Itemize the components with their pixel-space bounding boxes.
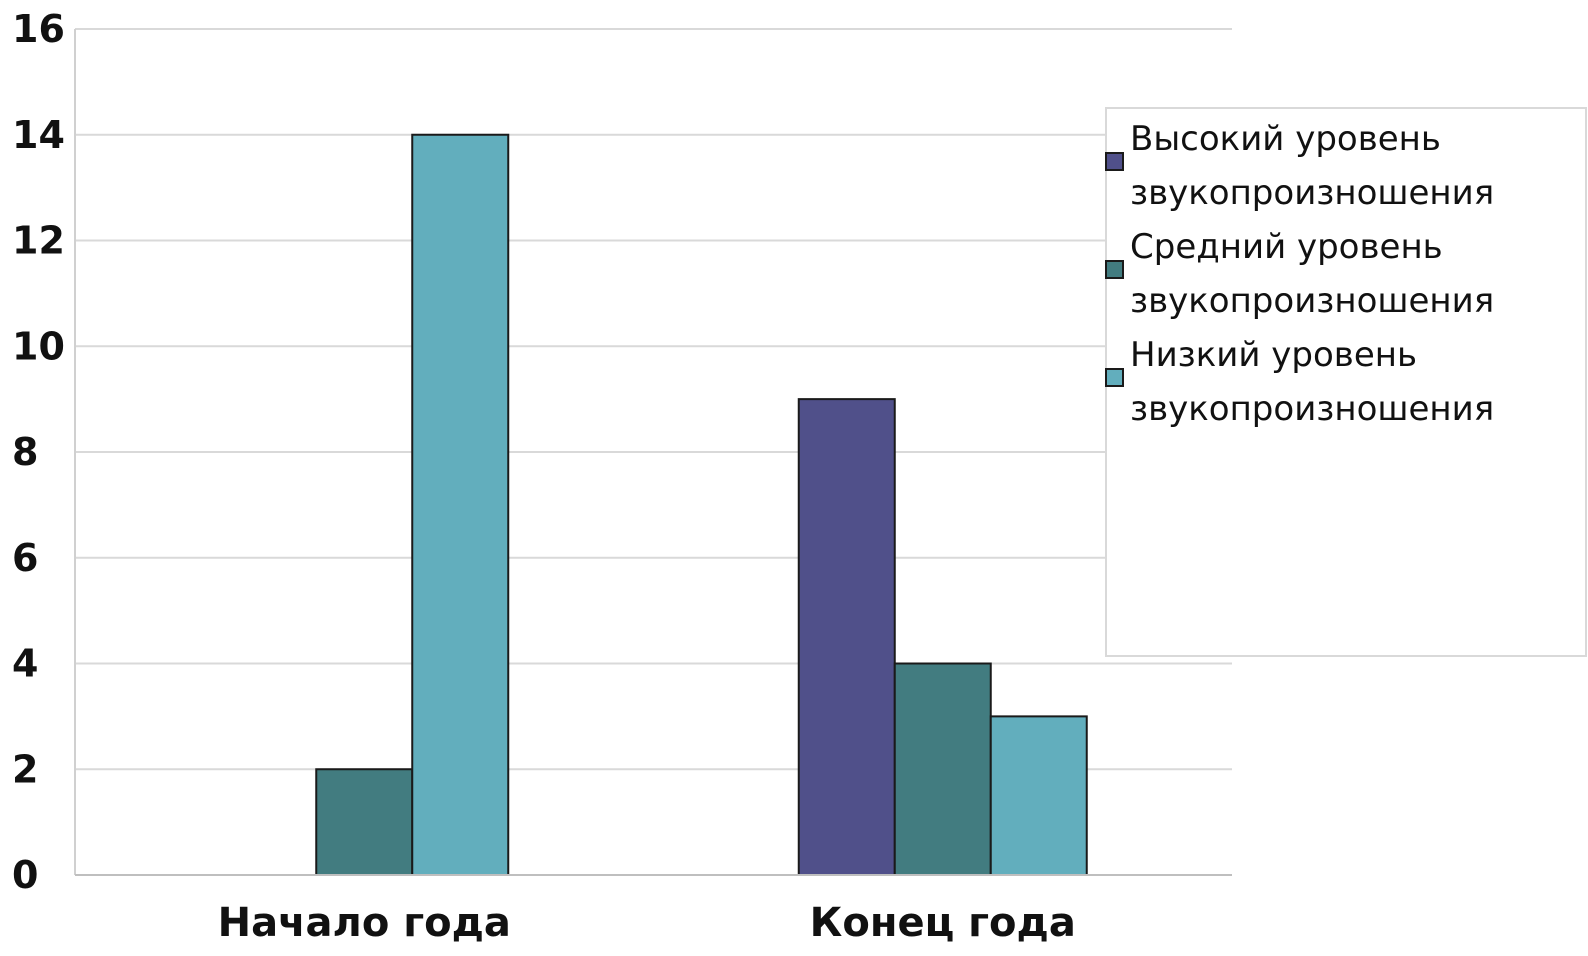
- bar: [315, 768, 414, 876]
- y-tick-label: 14: [12, 113, 65, 157]
- y-tick-label: 6: [12, 536, 38, 580]
- legend-entry-label-line2: звукопроизношения: [1130, 173, 1494, 213]
- bars: [315, 133, 1088, 876]
- bar: [989, 715, 1088, 876]
- legend-swatch: [1105, 368, 1124, 387]
- legend-box: [1105, 107, 1587, 657]
- gridlines: [75, 28, 1232, 771]
- y-axis-tick-labels: 0 2 4 6 8 10 12 14 16: [12, 7, 65, 897]
- bar: [411, 133, 510, 876]
- x-category-label: Начало года: [218, 900, 511, 946]
- legend-entry-label-line1: Средний уровень: [1130, 227, 1443, 267]
- y-tick-label: 16: [12, 7, 65, 51]
- x-axis: Начало года Конец года: [74, 29, 1232, 946]
- legend-swatch: [1105, 152, 1124, 171]
- y-tick-label: 4: [12, 642, 38, 686]
- legend-entry-label-line2: звукопроизношения: [1130, 281, 1494, 321]
- y-tick-label: 0: [12, 853, 38, 897]
- legend: Высокий уровень звукопроизношения Средний …: [1105, 107, 1587, 657]
- legend-entry-label-line1: Низкий уровень: [1130, 335, 1417, 375]
- legend-entry-label-line1: Высокий уровень: [1130, 119, 1441, 159]
- bar: [893, 662, 992, 876]
- y-tick-label: 2: [12, 747, 38, 791]
- x-category-label: Конец года: [810, 900, 1076, 946]
- bar: [797, 398, 896, 876]
- legend-entry-label-line2: звукопроизношения: [1130, 389, 1494, 429]
- y-tick-label: 8: [12, 430, 38, 474]
- y-tick-label: 12: [12, 219, 65, 263]
- y-tick-label: 10: [12, 324, 65, 368]
- legend-swatch: [1105, 260, 1124, 279]
